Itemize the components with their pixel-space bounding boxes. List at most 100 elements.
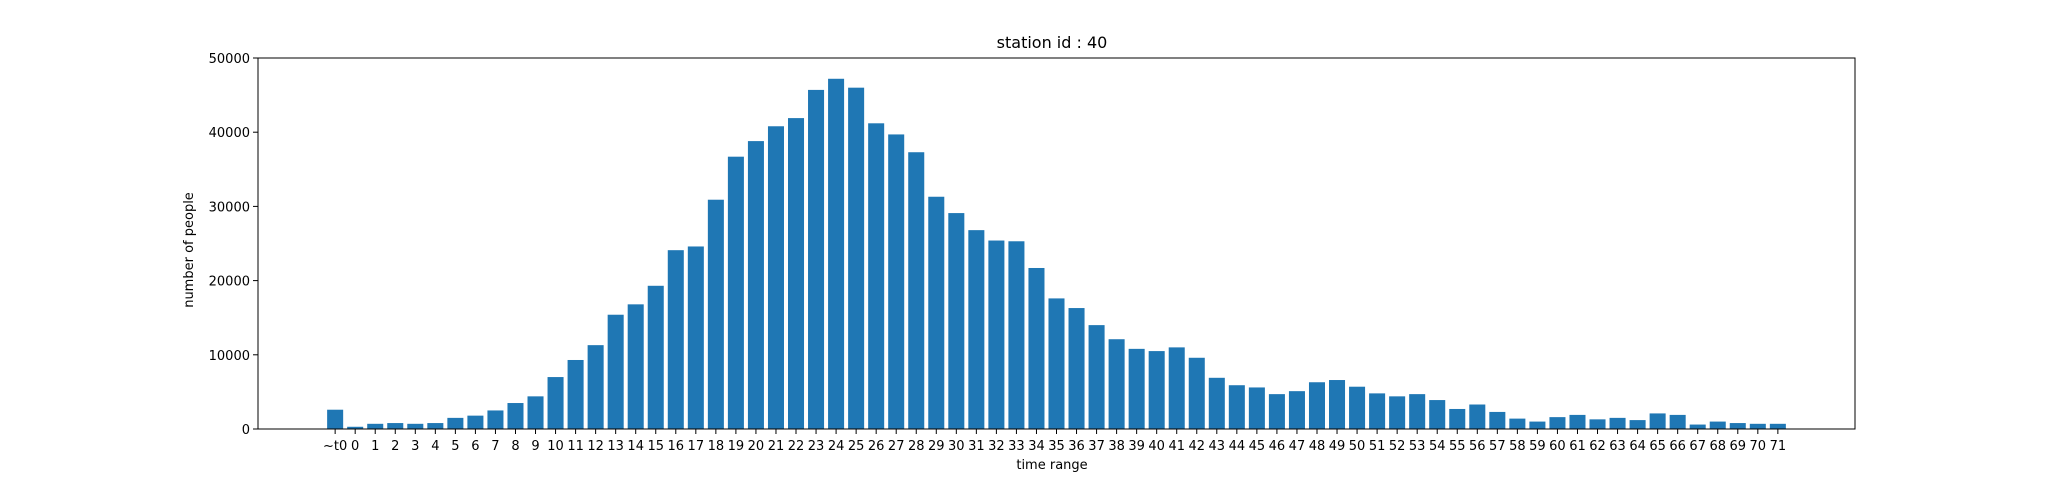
x-tick-label: 53 (1409, 439, 1426, 454)
chart-title: station id : 40 (997, 33, 1108, 52)
bar-24 (828, 78, 845, 429)
x-tick-label: 55 (1449, 439, 1466, 454)
x-tick-label: 56 (1469, 439, 1486, 454)
x-tick-label: 47 (1289, 439, 1306, 454)
x-tick-label: 62 (1589, 439, 1606, 454)
x-tick-label: 41 (1168, 439, 1185, 454)
x-tick-label: 60 (1549, 439, 1566, 454)
x-tick-label: 33 (1008, 439, 1025, 454)
bar-71 (1769, 423, 1786, 429)
x-axis: ~t0 0 1 2 3 4 5 6 7 8 9 10 11 12 13 14 15 16 17 18 19 20 21 22 2… (323, 429, 1786, 454)
x-tick-label: 25 (848, 439, 865, 454)
x-tick-label: 63 (1609, 439, 1626, 454)
bar-48 (1308, 382, 1325, 429)
x-tick-label: ~t0 (323, 439, 347, 454)
x-tick-label: 10 (547, 439, 564, 454)
bar-30 (948, 213, 965, 429)
x-tick-label: 30 (948, 439, 965, 454)
bar-25 (848, 87, 865, 430)
x-tick-label: 44 (1229, 439, 1246, 454)
x-tick-label: 16 (668, 439, 685, 454)
bar-60 (1549, 417, 1566, 429)
bar-36 (1068, 308, 1085, 429)
x-tick-label: 27 (888, 439, 905, 454)
x-tick-label: 6 (471, 439, 479, 454)
bar-65 (1649, 413, 1666, 429)
x-tick-label: 64 (1629, 439, 1646, 454)
y-tick-label: 30000 (209, 200, 250, 215)
bar-55 (1449, 408, 1466, 429)
bar-59 (1529, 421, 1546, 429)
x-tick-label: 54 (1429, 439, 1446, 454)
bar-53 (1409, 394, 1426, 429)
bar-27 (888, 134, 905, 429)
bar-11 (567, 359, 584, 429)
x-tick-label: 66 (1669, 439, 1686, 454)
x-tick-label: 11 (567, 439, 584, 454)
x-tick-label: 21 (768, 439, 785, 454)
bar-39 (1128, 348, 1145, 429)
x-tick-label: 35 (1048, 439, 1065, 454)
x-tick-label: 0 (351, 439, 359, 454)
x-tick-label: 67 (1689, 439, 1706, 454)
bar-41 (1168, 347, 1185, 429)
bar-22 (788, 118, 805, 429)
bar-15 (647, 285, 664, 429)
y-tick-label: 40000 (209, 126, 250, 141)
bar-64 (1629, 420, 1646, 429)
bar-58 (1509, 418, 1526, 429)
bar-62 (1589, 419, 1606, 429)
bar-51 (1369, 393, 1386, 429)
x-tick-label: 18 (708, 439, 725, 454)
x-tick-label: 71 (1770, 439, 1787, 454)
x-tick-label: 37 (1088, 439, 1105, 454)
x-tick-label: 39 (1128, 439, 1145, 454)
x-tick-label: 59 (1529, 439, 1546, 454)
bar-14 (627, 304, 644, 429)
bar-32 (988, 240, 1005, 429)
x-tick-label: 23 (808, 439, 825, 454)
bar-31 (968, 230, 985, 429)
bar-2 (387, 423, 404, 429)
bar-16 (667, 250, 684, 429)
x-tick-label: 58 (1509, 439, 1526, 454)
x-tick-label: 46 (1269, 439, 1286, 454)
bar-68 (1709, 421, 1726, 429)
bar-0 (347, 426, 364, 429)
bar-56 (1469, 404, 1486, 429)
x-tick-label: 31 (968, 439, 985, 454)
x-tick-label: 70 (1750, 439, 1767, 454)
x-tick-label: 8 (511, 439, 519, 454)
x-tick-label: 43 (1209, 439, 1226, 454)
bar-28 (908, 152, 925, 430)
x-tick-label: 5 (451, 439, 459, 454)
x-tick-label: 17 (688, 439, 705, 454)
x-tick-label: 29 (928, 439, 945, 454)
x-tick-label: 19 (728, 439, 745, 454)
x-tick-label: 9 (531, 439, 539, 454)
bar-20 (747, 141, 764, 429)
bar-61 (1569, 414, 1586, 429)
bar-42 (1188, 357, 1205, 429)
bar-4 (427, 423, 444, 429)
bar-49 (1329, 380, 1346, 429)
x-tick-label: 36 (1068, 439, 1085, 454)
bar-70 (1749, 423, 1766, 429)
bar-63 (1609, 417, 1626, 429)
y-tick-label: 10000 (209, 349, 250, 364)
bar-~t0 (327, 409, 344, 429)
y-axis-label: number of people (182, 192, 197, 308)
x-tick-label: 32 (988, 439, 1005, 454)
x-tick-label: 50 (1349, 439, 1366, 454)
x-tick-label: 38 (1108, 439, 1125, 454)
x-tick-label: 22 (788, 439, 805, 454)
bar-21 (767, 126, 784, 429)
x-tick-label: 20 (748, 439, 765, 454)
x-tick-label: 2 (391, 439, 399, 454)
bar-29 (928, 196, 945, 429)
x-tick-label: 69 (1730, 439, 1747, 454)
bar-35 (1048, 298, 1065, 429)
y-tick-label: 20000 (209, 275, 250, 290)
bars-group (327, 78, 1786, 430)
bar-8 (507, 403, 524, 429)
